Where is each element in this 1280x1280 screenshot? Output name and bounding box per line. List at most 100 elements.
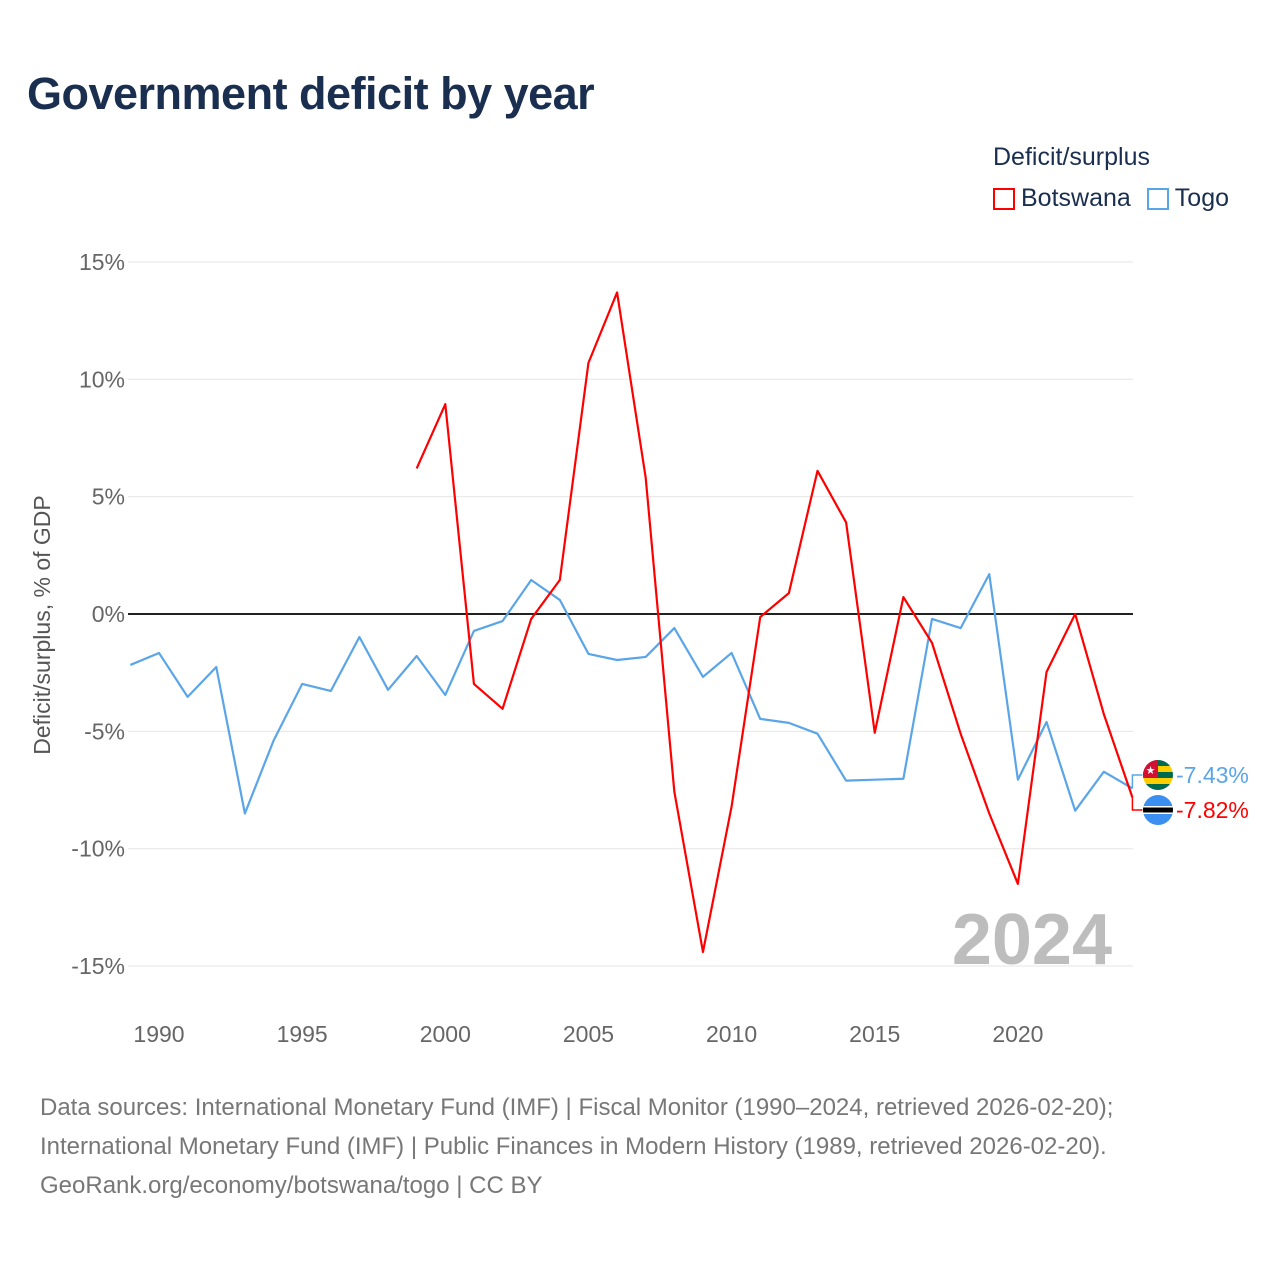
y-tick-label: 0% bbox=[92, 601, 125, 627]
y-tick-label: 15% bbox=[79, 249, 125, 275]
y-tick-label: -5% bbox=[84, 718, 125, 744]
legend-swatch-botswana bbox=[993, 187, 1015, 210]
x-tick-label: 2020 bbox=[992, 1021, 1043, 1047]
legend-item-botswana[interactable]: Botswana bbox=[993, 184, 1131, 213]
footer: Data sources: International Monetary Fun… bbox=[40, 1088, 1113, 1205]
data-point-togo bbox=[500, 618, 506, 624]
year-watermark: 2024 bbox=[952, 900, 1112, 980]
end-value-label-botswana: -7.82% bbox=[1176, 797, 1249, 823]
data-point-botswana bbox=[929, 640, 935, 646]
data-point-botswana bbox=[872, 730, 878, 736]
legend-label-togo: Togo bbox=[1174, 184, 1230, 212]
line-chart: 15% 10% 5% 0% -5% -10% -15% 1990 1995 2000 2005 201… bbox=[29, 249, 1249, 1047]
data-point-togo bbox=[242, 810, 248, 816]
data-point-botswana bbox=[986, 810, 992, 816]
data-point-togo bbox=[700, 674, 706, 680]
data-point-togo bbox=[671, 625, 677, 631]
data-point-botswana bbox=[671, 789, 677, 795]
data-point-botswana bbox=[585, 360, 591, 366]
data-point-togo bbox=[471, 628, 477, 634]
data-point-togo bbox=[299, 681, 305, 687]
page-title: Government deficit by year bbox=[27, 68, 595, 119]
data-point-botswana bbox=[814, 468, 820, 474]
data-point-togo bbox=[185, 694, 191, 700]
data-point-togo bbox=[1072, 808, 1078, 814]
data-point-botswana bbox=[700, 949, 706, 955]
end-connector bbox=[1131, 797, 1143, 811]
data-point-togo bbox=[958, 625, 964, 631]
source-line-2: International Monetary Fund (IMF) | Publ… bbox=[40, 1133, 1107, 1160]
data-point-togo bbox=[872, 777, 878, 783]
y-tick-label: 5% bbox=[92, 484, 125, 510]
data-point-botswana bbox=[471, 681, 477, 687]
data-point-togo bbox=[986, 571, 992, 577]
data-point-togo bbox=[643, 654, 649, 660]
data-point-togo bbox=[442, 692, 448, 698]
x-tick-label: 2000 bbox=[420, 1021, 471, 1047]
data-point-botswana bbox=[757, 614, 763, 620]
data-point-botswana bbox=[1072, 611, 1078, 617]
x-tick-label: 2010 bbox=[706, 1021, 757, 1047]
data-point-botswana bbox=[643, 475, 649, 481]
y-tick-label: 10% bbox=[79, 366, 125, 392]
data-point-togo bbox=[900, 776, 906, 782]
data-point-botswana bbox=[958, 731, 964, 737]
data-point-togo bbox=[213, 664, 219, 670]
data-point-botswana bbox=[786, 590, 792, 596]
data-point-togo bbox=[929, 616, 935, 622]
end-connector bbox=[1131, 774, 1143, 789]
legend: Deficit/surplus Botswana Togo bbox=[993, 143, 1229, 213]
data-point-togo bbox=[385, 687, 391, 693]
data-point-botswana bbox=[1101, 711, 1107, 717]
series-line-botswana bbox=[415, 291, 1134, 954]
legend-title: Deficit/surplus bbox=[993, 143, 1150, 171]
data-point-botswana bbox=[1044, 669, 1050, 675]
y-axis-label: Deficit/surplus, % of GDP bbox=[29, 495, 55, 754]
x-tick-label: 1995 bbox=[277, 1021, 328, 1047]
data-point-togo bbox=[614, 657, 620, 663]
data-point-togo bbox=[1044, 719, 1050, 725]
y-tick-label: -10% bbox=[71, 836, 125, 862]
data-point-togo bbox=[814, 731, 820, 737]
data-point-togo bbox=[271, 738, 277, 744]
data-point-togo bbox=[328, 688, 334, 694]
data-point-togo bbox=[528, 577, 534, 583]
data-point-botswana bbox=[557, 577, 563, 583]
attribution-link[interactable]: GeoRank.org/economy/botswana/togo | CC B… bbox=[40, 1172, 543, 1199]
x-tick-label: 2005 bbox=[563, 1021, 614, 1047]
data-point-botswana bbox=[729, 803, 735, 809]
data-point-togo bbox=[356, 634, 362, 640]
data-point-togo bbox=[729, 650, 735, 656]
data-point-botswana bbox=[528, 616, 534, 622]
data-point-togo bbox=[1015, 777, 1021, 783]
botswana-flag-icon bbox=[1143, 795, 1173, 825]
data-point-botswana bbox=[843, 519, 849, 525]
data-point-togo bbox=[786, 720, 792, 726]
data-point-botswana bbox=[500, 706, 506, 712]
data-point-togo bbox=[1101, 769, 1107, 775]
data-point-togo bbox=[585, 651, 591, 657]
legend-item-togo[interactable]: Togo bbox=[1146, 184, 1230, 213]
data-point-botswana bbox=[442, 401, 448, 407]
data-point-togo bbox=[557, 597, 563, 603]
data-point-botswana bbox=[414, 465, 420, 471]
data-point-togo bbox=[127, 662, 133, 668]
y-tick-label: -15% bbox=[71, 953, 125, 979]
togo-flag-icon: ★ bbox=[1143, 760, 1173, 790]
svg-text:★: ★ bbox=[1146, 765, 1156, 777]
data-point-botswana bbox=[1015, 881, 1021, 887]
data-point-botswana bbox=[614, 289, 620, 295]
data-point-togo bbox=[757, 716, 763, 722]
data-point-togo bbox=[156, 650, 162, 656]
legend-swatch-togo bbox=[1146, 187, 1169, 210]
data-point-togo bbox=[414, 653, 420, 659]
legend-label-botswana: Botswana bbox=[1021, 184, 1131, 212]
x-tick-label: 2015 bbox=[849, 1021, 900, 1047]
data-point-togo bbox=[843, 778, 849, 784]
x-tick-label: 1990 bbox=[133, 1021, 184, 1047]
series-line-togo bbox=[129, 573, 1133, 815]
data-point-botswana bbox=[900, 594, 906, 600]
end-value-label-togo: -7.43% bbox=[1176, 762, 1249, 788]
source-line-1: Data sources: International Monetary Fun… bbox=[40, 1094, 1114, 1121]
